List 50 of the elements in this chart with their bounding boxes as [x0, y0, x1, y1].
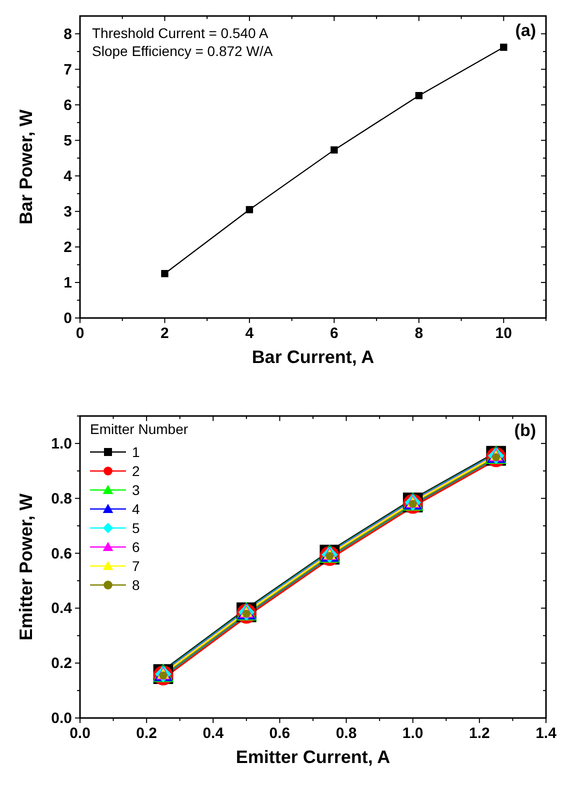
y-tick-label: 0.6 [51, 545, 72, 562]
y-tick-label: 0.8 [51, 490, 72, 508]
legend-label: 1 [132, 444, 140, 460]
legend-label: 2 [132, 463, 140, 479]
legend-label: 3 [132, 482, 140, 498]
point [330, 146, 338, 154]
y-tick-label: 0.4 [51, 600, 73, 618]
y-tick-label: 1 [64, 274, 72, 292]
x-tick-label: 0.4 [202, 725, 224, 742]
y-axis-title: Emitter Power, W [16, 493, 36, 641]
x-tick-label: 4 [245, 325, 254, 342]
x-tick-label: 0.8 [336, 725, 357, 742]
legend-label: 5 [132, 520, 140, 536]
y-tick-label: 5 [64, 132, 72, 150]
x-tick-label: 8 [414, 325, 424, 342]
legend-label: 6 [132, 539, 140, 555]
x-tick-label: 6 [330, 325, 338, 342]
point [415, 92, 423, 100]
annotation: (b) [514, 421, 536, 440]
legend-title: Emitter Number [90, 421, 188, 437]
y-tick-label: 1.0 [51, 435, 72, 452]
x-tick-label: 0.2 [136, 725, 157, 742]
x-axis-title: Bar Current, A [252, 347, 374, 367]
legend-label: 8 [132, 577, 140, 593]
y-tick-label: 0 [64, 310, 72, 327]
annotation: Slope Efficiency = 0.872 W/A [92, 43, 274, 59]
y-tick-label: 0.0 [51, 710, 72, 727]
x-tick-label: 2 [160, 325, 169, 342]
x-tick-label: 0 [76, 325, 84, 342]
point [500, 44, 508, 51]
x-tick-label: 0.6 [269, 725, 290, 742]
annotation: (a) [515, 21, 536, 40]
y-tick-label: 7 [64, 61, 72, 78]
y-tick-label: 0.2 [51, 655, 72, 672]
x-tick-label: 1.4 [536, 725, 558, 742]
point [246, 206, 254, 214]
y-tick-label: 2 [64, 238, 72, 256]
y-tick-label: 4 [64, 168, 73, 185]
y-tick-label: 3 [64, 203, 72, 220]
y-tick-label: 8 [64, 26, 72, 43]
x-axis-title: Emitter Current, A [236, 747, 390, 767]
y-tick-label: 6 [64, 96, 72, 114]
x-tick-label: 10 [495, 325, 512, 342]
legend-label: 7 [132, 558, 140, 574]
y-axis-title: Bar Power, W [16, 109, 36, 225]
legend-label: 4 [132, 501, 140, 517]
point [161, 270, 168, 278]
x-tick-label: 1.0 [402, 725, 424, 742]
x-tick-label: 1.2 [469, 725, 490, 742]
annotation: Threshold Current = 0.540 A [92, 25, 269, 41]
